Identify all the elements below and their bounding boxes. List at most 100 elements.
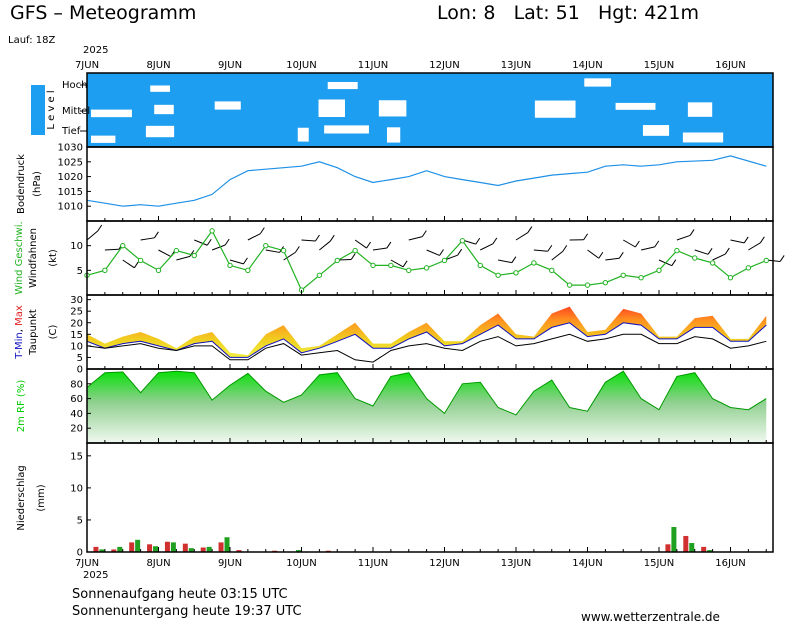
wind-barb-feather: [634, 240, 640, 248]
pressure-ylabel-unit: (hPa): [32, 171, 43, 197]
wind-barb-feather: [654, 240, 660, 248]
wind-barb: [194, 239, 208, 246]
wind-barb-feather: [527, 226, 533, 233]
wind-speed-line: [86, 229, 767, 292]
precipitation-frame: [86, 442, 774, 553]
wind-barb-feather: [743, 236, 749, 244]
wind-barb-feather: [224, 238, 230, 246]
wind-barb: [372, 247, 387, 251]
precipitation-ytick-label: 10: [70, 483, 83, 494]
wind-barb: [247, 233, 261, 241]
precip-bar-red: [665, 544, 671, 552]
wind-barb: [426, 249, 440, 256]
precip-bar-green: [671, 526, 677, 552]
clear-sky-patch: [327, 81, 358, 90]
date-label-top: 16JUN: [715, 60, 745, 71]
precip-bar-red: [129, 542, 135, 552]
precip-bar-red: [218, 542, 224, 552]
wind-barb-feather: [294, 246, 300, 253]
humidity-ytick-label: 40: [70, 409, 83, 420]
date-label-bottom: 13JUN: [501, 558, 531, 569]
precip-bar-red: [93, 546, 99, 552]
temperature-ytick-label: 0: [77, 365, 83, 376]
wind-barb: [730, 239, 745, 244]
humidity-ylabel: 2m RF (%): [16, 380, 27, 433]
wind-point: [745, 265, 752, 271]
wind-barb-feather: [583, 233, 589, 241]
date-label-top: 15JUN: [644, 60, 674, 71]
precip-bar-red: [111, 549, 117, 552]
precip-bar-red: [182, 543, 188, 552]
wind-barb: [694, 249, 709, 255]
pressure-line: [86, 155, 767, 207]
wind-barb: [390, 259, 404, 268]
precip-bar-green: [188, 548, 194, 552]
wind-point: [245, 267, 251, 274]
precip-bar-red: [236, 550, 242, 552]
wind-ylabel-2: Windfahnen: [28, 228, 39, 288]
clear-sky-patch: [615, 102, 656, 110]
wind-barb-feather: [547, 244, 553, 252]
humidity-ytick-label: 80: [70, 379, 83, 390]
wind-barb-feather: [386, 241, 392, 249]
wind-ytick-label: 5: [77, 266, 83, 277]
wind-barb: [176, 255, 191, 261]
wind-barb-feather: [562, 245, 568, 252]
cloud-ylabel-bg: [31, 85, 45, 135]
wind-point: [709, 260, 716, 266]
wind-barb-feather: [618, 252, 624, 259]
wind-point: [763, 257, 769, 264]
date-label-bottom: 7JUN: [75, 558, 99, 569]
wind-point: [370, 262, 376, 269]
date-label-top: 7JUN: [75, 60, 99, 71]
clear-sky-patch: [214, 101, 241, 110]
wind-barb-feather: [457, 248, 463, 256]
wind-barb: [86, 230, 99, 241]
clear-sky-patch: [534, 100, 576, 118]
wind-point: [638, 275, 644, 281]
wind-point: [602, 279, 609, 286]
wind-barb-feather: [671, 259, 677, 266]
sunset-text: Sonnenuntergang heute 19:37 UTC: [72, 604, 302, 619]
wind-barb-feather: [707, 248, 713, 255]
wind-point: [173, 247, 180, 254]
clouds-frame: [86, 72, 774, 148]
clear-sky-patch: [318, 99, 346, 118]
wind-point: [316, 272, 323, 278]
wind-ylabel: Wind Geschwi.: [14, 221, 25, 294]
cloud-level-label: L e v e l: [46, 90, 57, 129]
wind-point: [137, 257, 144, 264]
tmin-line: [86, 322, 767, 358]
clear-sky-patch: [145, 125, 175, 138]
temperature-ytick-label: 5: [77, 353, 83, 364]
pressure-ytick-label: 1025: [58, 157, 83, 168]
wind-barb-feather: [511, 256, 517, 263]
date-label-bottom: 14JUN: [572, 558, 602, 569]
wind-barb: [551, 250, 564, 261]
wind-barb: [712, 253, 726, 261]
wind-barb: [641, 246, 655, 251]
date-label-bottom: 11JUN: [358, 558, 388, 569]
clear-sky-patch: [154, 104, 174, 115]
wind-barb: [587, 249, 600, 259]
date-label-top: 12JUN: [429, 60, 459, 71]
date-label-bottom: 8JUN: [146, 558, 170, 569]
date-label-bottom: 10JUN: [286, 558, 316, 569]
location-info: Lon: 8 Lat: 51 Hgt: 421m: [437, 2, 699, 24]
wind-barb-feather: [421, 230, 427, 237]
wind-barb: [533, 249, 548, 252]
website-link[interactable]: www.wetterzentrale.de: [581, 610, 720, 624]
humidity-area: [87, 371, 767, 443]
wind-point: [495, 272, 501, 278]
model-run: Lauf: 18Z: [8, 35, 56, 46]
wind-point: [566, 282, 573, 288]
wind-point: [120, 242, 126, 249]
wind-barb-feather: [759, 236, 765, 244]
wind-point: [102, 267, 108, 274]
humidity-line: [86, 370, 767, 416]
precip-bar-green: [99, 549, 105, 552]
clear-sky-patch: [687, 102, 713, 117]
wind-point: [352, 247, 358, 254]
date-label-top: 10JUN: [286, 60, 316, 71]
